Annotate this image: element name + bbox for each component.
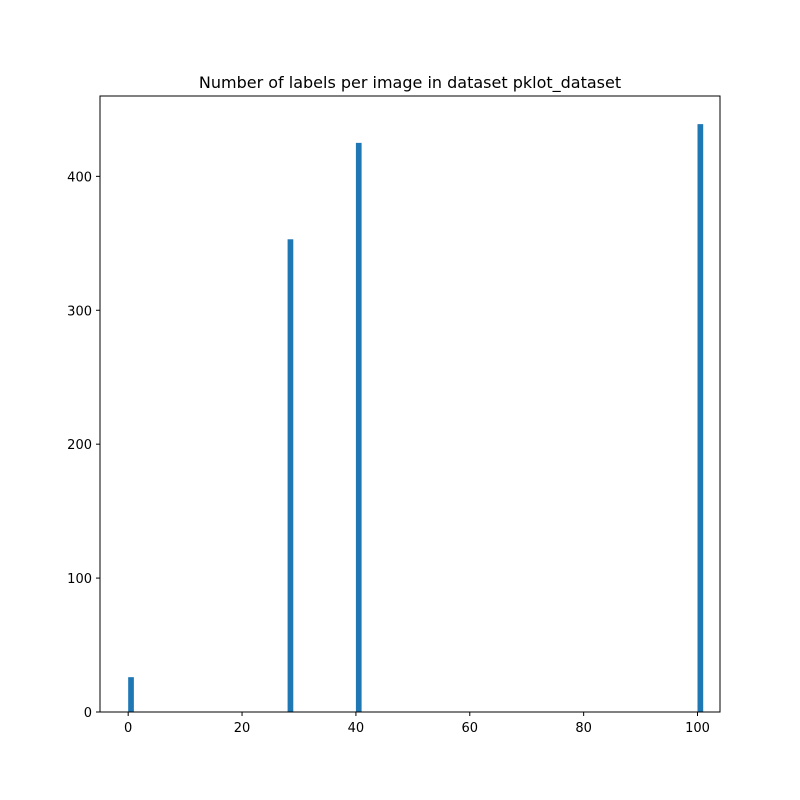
x-tick-label: 60 xyxy=(462,721,479,736)
x-tick-label: 40 xyxy=(348,721,365,736)
x-axis-ticks: 0 20 40 60 80 100 xyxy=(124,712,710,736)
bar-0 xyxy=(128,677,134,712)
y-tick-label: 400 xyxy=(67,170,92,185)
bar-3 xyxy=(697,124,704,713)
x-tick-label: 20 xyxy=(234,721,251,736)
x-tick-label: 80 xyxy=(575,721,592,736)
y-axis-ticks: 0 100 200 300 400 xyxy=(67,170,100,721)
bars-group xyxy=(128,124,704,713)
y-tick-label: 300 xyxy=(67,304,92,319)
chart-title: Number of labels per image in dataset pk… xyxy=(199,73,621,93)
bar-1 xyxy=(287,239,294,713)
y-tick-label: 100 xyxy=(67,572,92,587)
plot-frame xyxy=(99,95,721,713)
bar-2 xyxy=(355,142,362,712)
x-tick-label: 0 xyxy=(124,721,132,736)
y-tick-label: 0 xyxy=(84,706,92,721)
y-tick-label: 200 xyxy=(67,438,92,453)
x-tick-label: 100 xyxy=(685,721,710,736)
